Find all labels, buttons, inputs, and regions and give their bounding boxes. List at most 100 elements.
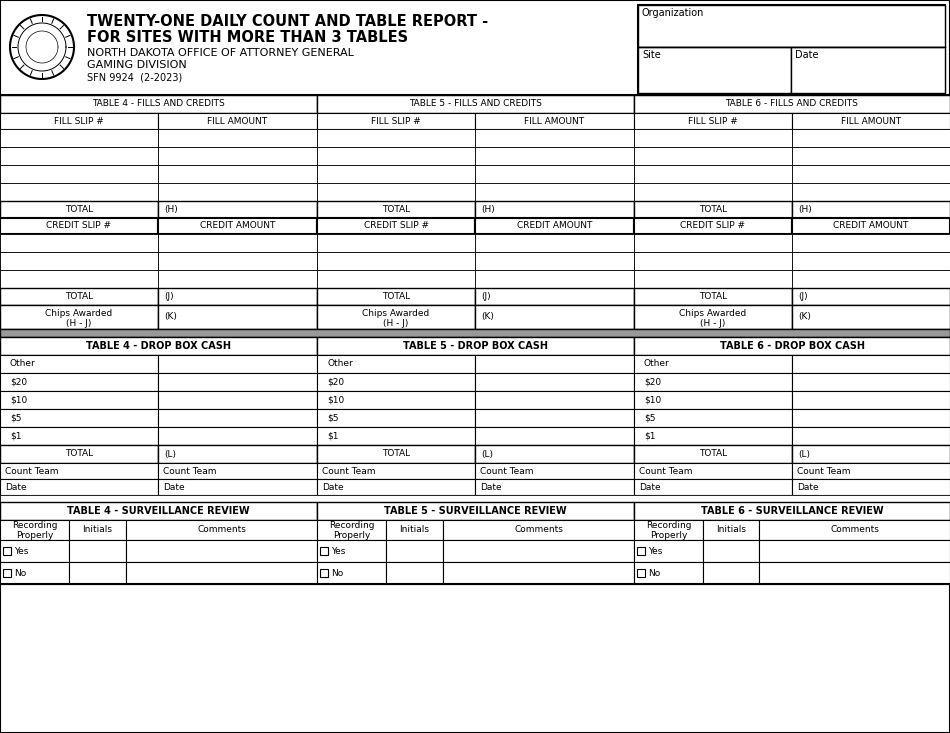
Bar: [0, 373, 158, 391]
Bar: [759, 520, 950, 540]
Bar: [475, 479, 634, 495]
Bar: [0, 562, 69, 584]
Bar: [0, 502, 317, 520]
Bar: [0, 218, 158, 234]
Text: No: No: [648, 569, 660, 578]
Bar: [158, 373, 317, 391]
Bar: [320, 569, 328, 577]
Text: TOTAL: TOTAL: [699, 205, 727, 214]
Bar: [792, 129, 950, 147]
Bar: [638, 47, 791, 93]
Text: $20: $20: [10, 377, 28, 386]
Bar: [158, 218, 317, 234]
Text: Count Team: Count Team: [322, 466, 375, 476]
Bar: [475, 147, 634, 165]
Bar: [475, 391, 634, 409]
Bar: [317, 305, 475, 329]
Bar: [634, 562, 703, 584]
Text: Properly: Properly: [332, 531, 371, 539]
Bar: [475, 445, 634, 463]
Bar: [158, 183, 317, 201]
Text: FILL SLIP #: FILL SLIP #: [688, 117, 738, 125]
Bar: [637, 569, 645, 577]
Text: Chips Awarded: Chips Awarded: [46, 309, 113, 317]
Bar: [634, 373, 792, 391]
Bar: [317, 165, 475, 183]
Bar: [759, 562, 950, 584]
Text: $10: $10: [10, 396, 28, 405]
Bar: [792, 391, 950, 409]
Text: (K): (K): [164, 312, 177, 322]
Text: $1: $1: [644, 432, 655, 441]
Bar: [158, 252, 317, 270]
Text: Chips Awarded: Chips Awarded: [362, 309, 429, 317]
Bar: [475, 373, 634, 391]
Bar: [317, 520, 386, 540]
Bar: [317, 288, 475, 305]
Bar: [317, 218, 475, 234]
Bar: [0, 270, 158, 288]
Text: Count Team: Count Team: [480, 466, 534, 476]
Text: CREDIT AMOUNT: CREDIT AMOUNT: [833, 221, 909, 230]
Bar: [475, 252, 634, 270]
Bar: [158, 165, 317, 183]
Text: FILL SLIP #: FILL SLIP #: [54, 117, 104, 125]
Text: Recording: Recording: [329, 521, 374, 531]
Text: TOTAL: TOTAL: [65, 205, 93, 214]
Bar: [320, 547, 328, 555]
Bar: [158, 201, 317, 218]
Text: (L): (L): [481, 449, 493, 459]
Text: Other: Other: [10, 359, 36, 369]
Text: (H): (H): [164, 205, 178, 214]
Text: FOR SITES WITH MORE THAN 3 TABLES: FOR SITES WITH MORE THAN 3 TABLES: [87, 29, 408, 45]
Bar: [317, 445, 475, 463]
Text: $1: $1: [10, 432, 22, 441]
Bar: [792, 113, 950, 129]
Text: Date: Date: [5, 482, 27, 492]
Bar: [792, 409, 950, 427]
Bar: [634, 337, 950, 355]
Bar: [475, 113, 634, 129]
Text: (K): (K): [481, 312, 494, 322]
Bar: [0, 337, 317, 355]
Bar: [0, 234, 158, 252]
Text: (H - J): (H - J): [700, 319, 726, 328]
Text: NORTH DAKOTA OFFICE OF ATTORNEY GENERAL: NORTH DAKOTA OFFICE OF ATTORNEY GENERAL: [87, 48, 353, 58]
Text: GAMING DIVISION: GAMING DIVISION: [87, 60, 187, 70]
Bar: [634, 540, 703, 562]
Bar: [317, 270, 475, 288]
Bar: [0, 445, 158, 463]
Text: FILL AMOUNT: FILL AMOUNT: [841, 117, 901, 125]
Text: Other: Other: [327, 359, 352, 369]
Bar: [158, 479, 317, 495]
Text: Date: Date: [480, 482, 502, 492]
Bar: [0, 463, 158, 479]
Bar: [634, 165, 792, 183]
Bar: [475, 270, 634, 288]
Bar: [475, 463, 634, 479]
Bar: [475, 409, 634, 427]
Text: Date: Date: [163, 482, 184, 492]
Bar: [759, 540, 950, 562]
Bar: [317, 479, 475, 495]
Text: (H): (H): [481, 205, 495, 214]
Bar: [0, 305, 158, 329]
Text: Count Team: Count Team: [5, 466, 59, 476]
Bar: [0, 409, 158, 427]
Text: CREDIT SLIP #: CREDIT SLIP #: [364, 221, 428, 230]
Text: (L): (L): [798, 449, 810, 459]
Bar: [0, 391, 158, 409]
Text: (H - J): (H - J): [383, 319, 408, 328]
Bar: [703, 520, 759, 540]
Bar: [69, 562, 126, 584]
Text: Initials: Initials: [83, 526, 112, 534]
Text: SFN 9924  (2-2023): SFN 9924 (2-2023): [87, 73, 182, 83]
Bar: [317, 562, 386, 584]
Text: TABLE 6 - SURVEILLANCE REVIEW: TABLE 6 - SURVEILLANCE REVIEW: [701, 506, 884, 516]
Text: CREDIT AMOUNT: CREDIT AMOUNT: [517, 221, 592, 230]
Bar: [0, 183, 158, 201]
Bar: [158, 288, 317, 305]
Bar: [634, 252, 792, 270]
Bar: [792, 305, 950, 329]
Bar: [158, 270, 317, 288]
